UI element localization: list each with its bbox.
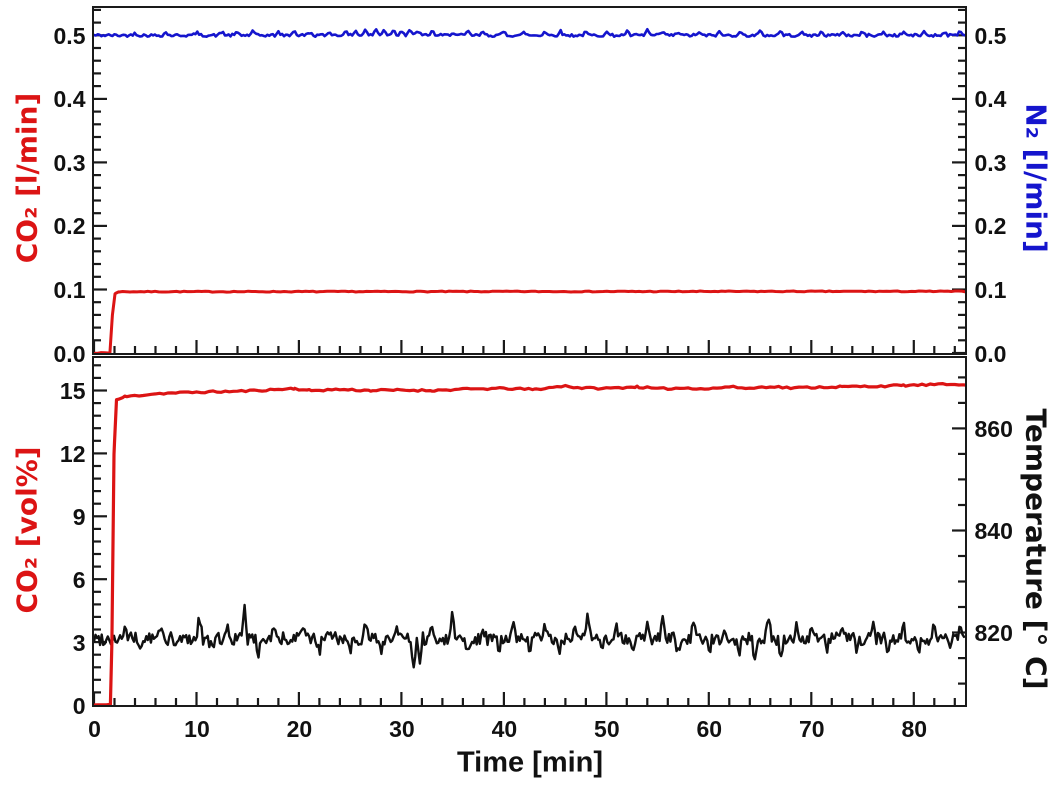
y-right-tick-label: 0.4 [974, 86, 1007, 113]
x-tick-label: 60 [696, 716, 723, 742]
y-right-tick-label: 820 [974, 620, 1013, 647]
flow-panel [92, 6, 967, 355]
temperature-line [94, 603, 965, 669]
x-tick-label: 40 [491, 716, 518, 742]
y-left-tick-label: 15 [59, 377, 86, 404]
flow-plot [94, 8, 965, 353]
concentration-panel [92, 356, 967, 707]
x-tick-label: 0 [88, 716, 101, 742]
x-tick-label: 10 [184, 716, 210, 742]
x-tick-label: 80 [901, 716, 928, 742]
concentration-plot [94, 364, 965, 705]
co2-vol-line [94, 382, 965, 705]
y-left-tick-label: 0.4 [53, 86, 86, 113]
y-left-tick-label: 0.5 [53, 22, 86, 49]
y-right-tick-label: 0.1 [974, 276, 1007, 303]
y-left-tick-label: 0.3 [53, 149, 86, 176]
y-right-tick-label: 0.2 [974, 213, 1007, 240]
x-tick-label: 30 [389, 716, 415, 742]
y-right-tick-label: 0.0 [974, 340, 1007, 367]
y-right-tick-label: 0.5 [974, 22, 1007, 49]
x-tick-label: 20 [286, 716, 313, 742]
x-tick-label: 50 [594, 716, 620, 742]
y-left-tick-label: 9 [72, 503, 86, 530]
y-left-tick-label: 0.0 [53, 340, 86, 367]
y-right-tick-label: 840 [974, 517, 1013, 544]
y-left-tick-label: 3 [72, 629, 86, 656]
n2-flow-line [94, 27, 965, 39]
y-left-tick-label: 0.1 [53, 276, 86, 303]
time-axis-title: Time [min] [456, 746, 604, 779]
y-left-tick-label: 12 [59, 440, 86, 467]
y-right-tick-label: 860 [974, 415, 1013, 442]
co2-flow-line [94, 289, 965, 353]
temperature-axis-title: Temperature [° C] [1019, 408, 1053, 690]
y-right-tick-label: 0.3 [974, 149, 1007, 176]
y-left-tick-label: 0.2 [53, 213, 86, 240]
x-tick-label: 70 [798, 716, 825, 742]
y-left-tick-label: 0 [72, 692, 86, 719]
y-left-tick-label: 6 [72, 566, 86, 593]
